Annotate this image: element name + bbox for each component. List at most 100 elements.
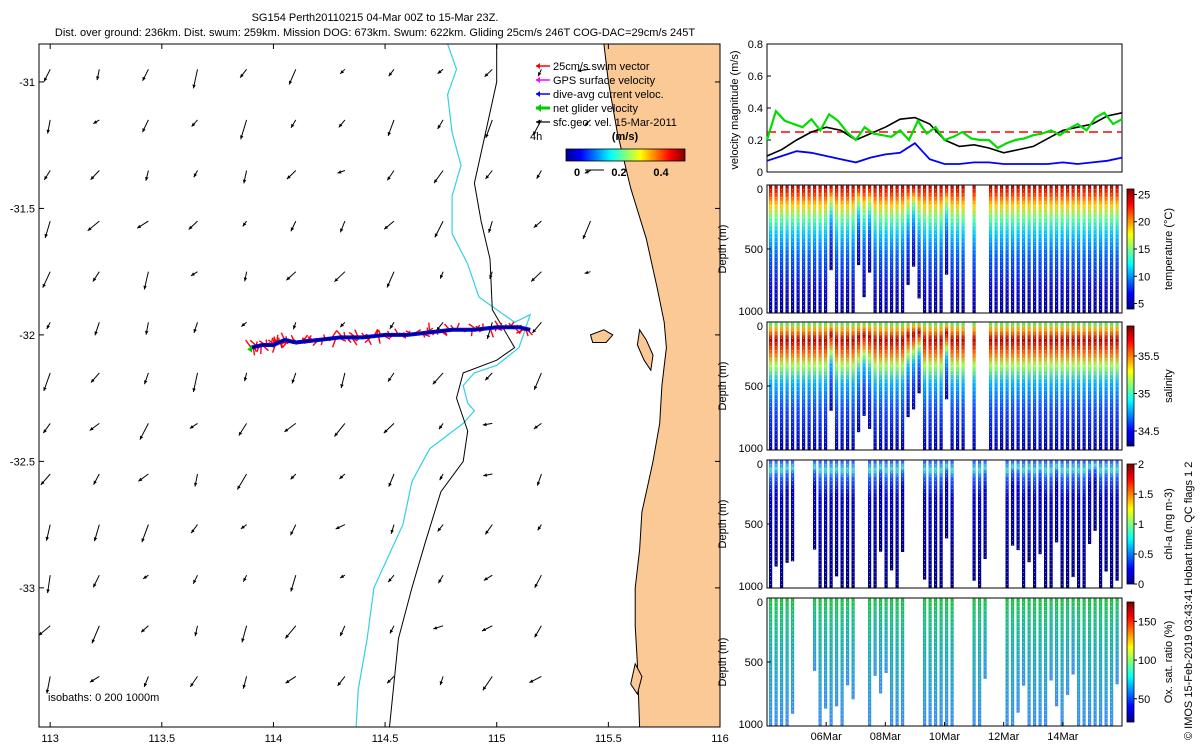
- isobath-200m-line: [355, 44, 532, 727]
- section-cast: [829, 185, 833, 271]
- sfcgeo-arrowhead: [533, 425, 538, 429]
- sfcgeo-arrowhead: [485, 530, 489, 535]
- section-x-tick-label-2: 10Mar: [929, 731, 961, 743]
- sfcgeo-arrowhead: [534, 385, 538, 390]
- sfcgeo-arrowhead: [340, 574, 345, 578]
- section-x-tick-label-0: 06Mar: [811, 731, 843, 743]
- sfcgeo-arrowhead: [42, 283, 46, 288]
- sfcgeo-arrowhead: [290, 227, 295, 232]
- sfcgeo-arrowhead: [240, 525, 245, 529]
- sfcgeo-arrowhead: [45, 689, 50, 694]
- legend-label-swim: 25cm/s swim vector: [553, 61, 650, 73]
- sfcgeo-arrowhead: [390, 529, 394, 534]
- sfcgeo-arrowhead: [584, 122, 589, 126]
- section-cast: [906, 322, 910, 418]
- sfcgeo-arrowhead: [432, 380, 437, 385]
- sfcgeo-arrowhead: [582, 235, 586, 239]
- section-colorbar: [1126, 188, 1135, 310]
- section-cast: [1016, 460, 1020, 551]
- sfcgeo-arrowhead: [91, 378, 95, 383]
- legend-label-dac: dive-avg current veloc.: [553, 89, 664, 101]
- section-colorbar-label: salinity: [1163, 369, 1175, 403]
- section-y-tick-label-1: 500: [745, 244, 763, 256]
- section-ylabel: Depth (m): [717, 362, 729, 411]
- section-cast: [868, 322, 872, 429]
- sfcgeo-arrowhead: [388, 578, 392, 583]
- sfcgeo-arrowhead: [137, 224, 142, 229]
- section-cast: [983, 460, 987, 559]
- sfcgeo-arrowhead: [144, 380, 148, 385]
- sfcgeo-arrowhead: [532, 329, 537, 333]
- section-cast: [923, 460, 927, 580]
- section-cast: [835, 598, 839, 707]
- section-colorbar: [1126, 325, 1135, 447]
- attribution-label: © IMOS 15-Feb-2019 03:43:41 Hobart time.…: [1183, 462, 1195, 740]
- legend-label-net: net glider velocity: [553, 103, 638, 115]
- sfcgeo-arrowhead: [143, 285, 147, 290]
- section-colorbar-tick-label-1: 0.5: [1138, 549, 1153, 561]
- map-legend: 25cm/s swim vector GPS surface velocity …: [530, 61, 686, 179]
- sfcgeo-arrowhead: [437, 125, 441, 129]
- section-cast: [1115, 598, 1119, 685]
- sfcgeo-arrowhead: [286, 175, 291, 180]
- sfc-geo-velocity-arrows: [39, 68, 591, 694]
- section-casts: [769, 185, 1119, 313]
- section-x-tick-label-4: 14Mar: [1047, 731, 1079, 743]
- sfcgeo-arrowhead: [96, 76, 100, 81]
- section-y-tick-label-0: 0: [757, 459, 763, 471]
- sfcgeo-arrowhead: [339, 475, 344, 479]
- sfcgeo-arrowhead: [584, 170, 589, 174]
- sfcgeo-arrowhead: [90, 175, 95, 180]
- sfcgeo-arrowhead: [46, 325, 50, 329]
- gps-track-line: [250, 326, 531, 349]
- sfcgeo-arrowhead: [340, 70, 344, 74]
- legend-scale-label: 4h: [530, 131, 542, 143]
- section-panel-2: 0 500 1000 Depth (m) 5 10 15 20 25 temperature (°…: [717, 184, 1175, 318]
- sfcgeo-arrowhead: [44, 175, 48, 180]
- sfcgeo-arrowhead: [536, 481, 541, 486]
- sfcgeo-arrowhead: [482, 627, 486, 631]
- section-colorbar-tick-label-0: 50: [1138, 694, 1150, 706]
- legend-item-sfcgeo: sfc.geo. vel. 15-Mar-2011: [536, 117, 677, 129]
- map-x-tick-label-4: 115: [488, 733, 506, 745]
- section-colorbar-tick-label-2: 1: [1138, 519, 1144, 531]
- sfcgeo-arrowhead: [536, 174, 540, 179]
- section-cast: [862, 322, 866, 416]
- velocity-y-tick-label-0: 0: [757, 167, 763, 179]
- section-colorbar: [1126, 463, 1135, 585]
- map-panel: 113 113.5 114 114.5 115 115.5 116 -31 -31.5 -32 -3…: [10, 43, 729, 745]
- title-line-1: SG154 Perth20110215 04-Mar 00Z to 15-Mar…: [252, 12, 499, 24]
- sfcgeo-arrowhead: [94, 331, 98, 336]
- map-x-tick-label-6: 116: [711, 733, 729, 745]
- section-colorbar-tick-label-3: 1.5: [1138, 489, 1153, 501]
- section-cast: [1104, 460, 1108, 572]
- sfcgeo-arrowhead: [291, 379, 295, 384]
- velocity-axes: 0 0.2 0.4 0.6 0.8: [748, 39, 771, 179]
- sfcgeo-arrowhead: [439, 476, 443, 481]
- sfcgeo-arrowhead: [193, 173, 197, 178]
- section-cast: [873, 598, 877, 676]
- sfcgeo-arrowhead: [389, 629, 394, 634]
- legend-colorbar-tick-0: 0: [574, 167, 580, 179]
- sfcgeo-arrowhead: [46, 129, 50, 134]
- section-y-tick-label-2: 1000: [739, 719, 763, 731]
- section-colorbar-tick-label-2: 35.5: [1138, 351, 1159, 363]
- sfcgeo-arrowhead: [531, 277, 535, 282]
- map-y-tick-label-1: -31.5: [10, 203, 35, 215]
- section-panel-3: 0 500 1000 Depth (m) 34.5 35 35.5 salinity: [717, 321, 1175, 455]
- section-casts: [769, 460, 1119, 588]
- section-cast: [791, 460, 795, 562]
- sfcgeo-arrowhead: [340, 384, 344, 388]
- section-cast: [945, 322, 949, 400]
- sfcgeo-arrowhead: [290, 531, 294, 536]
- sfcgeo-arrowhead: [584, 270, 589, 275]
- legend-colorbar-tick-2: 0.4: [653, 167, 669, 179]
- sfcgeo-arrowhead: [45, 536, 49, 541]
- section-casts: [769, 598, 1119, 726]
- section-colorbar-label: chl-a (mg m-3): [1163, 488, 1175, 560]
- sfcgeo-arrowhead: [340, 632, 344, 637]
- sfcgeo-arrowhead: [241, 638, 245, 643]
- sfcgeo-arrowhead: [434, 179, 438, 184]
- sfcgeo-arrowhead: [243, 577, 247, 582]
